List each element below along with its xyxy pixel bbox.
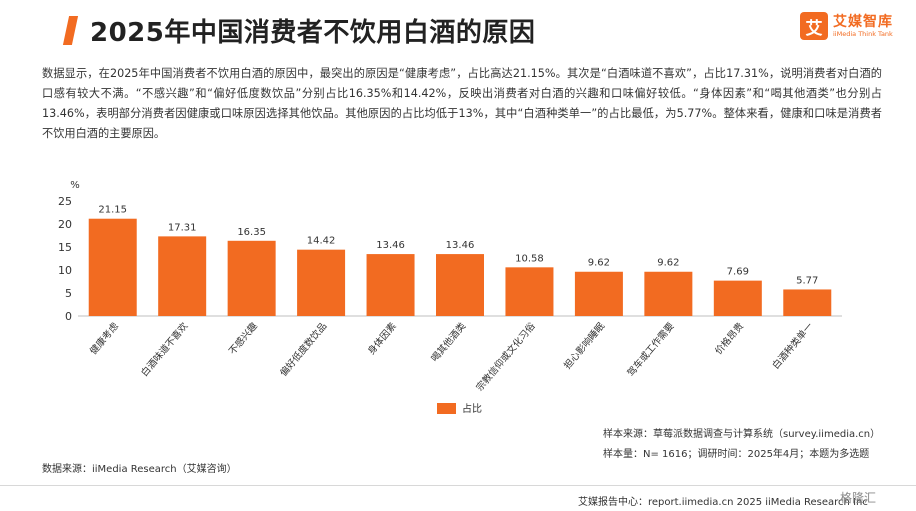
footer-divider xyxy=(0,485,916,486)
bar-chart: % 0 5 10 15 20 25 21.15 健康考虑 17.31 白酒味道不喜欢 16.35 不感兴… xyxy=(58,180,842,415)
data-label: 9.62 xyxy=(588,258,610,269)
data-label: 10.58 xyxy=(515,253,544,264)
x-tick-label: 价格昂贵 xyxy=(712,320,746,357)
data-label: 13.46 xyxy=(376,240,405,251)
bar xyxy=(297,249,346,316)
data-label: 9.62 xyxy=(657,258,679,269)
logo-badge-icon: 艾 xyxy=(800,12,828,40)
y-axis-unit: % xyxy=(70,180,80,191)
logo-name-en: iiMedia Think Tank xyxy=(833,29,893,38)
data-label: 13.46 xyxy=(446,240,475,251)
logo-text: 艾媒智库 iiMedia Think Tank xyxy=(833,14,893,39)
sample-size: 样本量：N= 1616；调研时间：2025年4月；本题为多选题 xyxy=(603,449,870,460)
x-tick-label: 健康考虑 xyxy=(87,320,121,357)
x-tick-label: 白酒种类单一 xyxy=(770,320,816,372)
legend-swatch xyxy=(437,403,456,414)
x-tick-label: 喝其他酒类 xyxy=(429,320,469,364)
x-tick-label: 宗教信仰或文化习俗 xyxy=(474,320,538,394)
y-tick-label: 5 xyxy=(65,287,72,300)
y-tick-label: 0 xyxy=(65,310,72,323)
bar xyxy=(436,254,484,316)
legend-label: 占比 xyxy=(462,402,482,415)
x-tick-label: 驾车或工作需要 xyxy=(625,320,677,379)
sample-source: 样本来源：草莓派数据调查与计算系统（survey.iimedia.cn） xyxy=(603,429,881,440)
page-title: 2025年中国消费者不饮用白酒的原因 xyxy=(90,18,536,48)
x-tick-label: 白酒味道不喜欢 xyxy=(139,320,191,379)
bar xyxy=(783,289,832,316)
bar xyxy=(505,267,554,316)
x-tick-label: 身体因素 xyxy=(365,320,399,357)
bar xyxy=(366,254,415,316)
brand-logo: 艾 艾媒智库 iiMedia Think Tank xyxy=(800,12,893,40)
y-tick-label: 25 xyxy=(58,195,72,208)
data-source: 数据来源：iiMedia Research（艾媒咨询） xyxy=(42,464,237,475)
data-label: 21.15 xyxy=(98,205,127,216)
data-label: 16.35 xyxy=(237,227,266,238)
x-tick-label: 偏好低度数饮品 xyxy=(277,320,329,379)
data-label: 7.69 xyxy=(727,267,749,278)
report-center: 艾媒报告中心：report.iimedia.cn 2025 iiMedia Re… xyxy=(578,497,868,508)
data-label: 14.42 xyxy=(307,236,336,247)
y-tick-label: 15 xyxy=(58,241,72,254)
bar xyxy=(88,218,137,316)
watermark: 格隆汇 xyxy=(840,491,877,505)
x-tick-label: 不感兴趣 xyxy=(226,320,260,357)
data-label: 5.77 xyxy=(796,275,818,286)
bar xyxy=(574,271,623,316)
y-tick-label: 20 xyxy=(58,218,72,231)
summary-paragraph: 数据显示，在2025年中国消费者不饮用白酒的原因中，最突出的原因是“健康考虑”，… xyxy=(42,67,882,140)
bar xyxy=(227,240,276,316)
data-label: 17.31 xyxy=(168,222,197,233)
bar xyxy=(713,280,762,316)
y-tick-label: 10 xyxy=(58,264,72,277)
x-tick-label: 担心影响睡眠 xyxy=(561,320,607,372)
bar xyxy=(158,236,207,316)
logo-name-cn: 艾媒智库 xyxy=(833,13,893,30)
bar xyxy=(644,271,693,316)
